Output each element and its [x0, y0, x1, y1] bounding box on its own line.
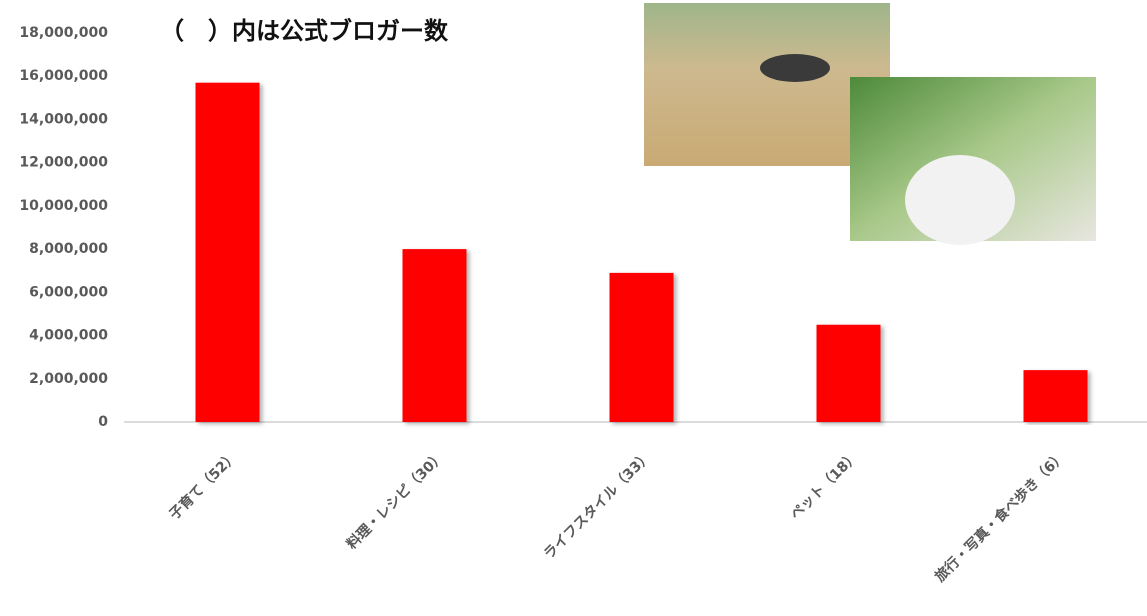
x-tick-label: 旅行・写真・食べ歩き（6）: [931, 448, 1069, 586]
photo-dog: [644, 3, 890, 166]
annotation: （ ）内は公式ブロガー数: [160, 17, 449, 45]
photo-detail: [905, 155, 1015, 245]
y-tick-label: 2,000,000: [29, 371, 108, 387]
y-tick-label: 10,000,000: [19, 198, 108, 214]
bar: [1023, 370, 1088, 422]
y-tick-label: 0: [98, 414, 108, 430]
bar: [609, 272, 674, 422]
photo-detail: [760, 54, 830, 82]
y-tick-label: 14,000,000: [19, 111, 108, 127]
x-tick-label: ペット（18）: [788, 448, 863, 523]
x-tick-label: ライフスタイル（33）: [541, 448, 655, 562]
x-tick-label: 料理・レシピ（30）: [343, 448, 448, 553]
bar: [816, 324, 881, 422]
y-tick-label: 16,000,000: [19, 68, 108, 84]
y-tick-label: 4,000,000: [29, 328, 108, 344]
y-tick-label: 12,000,000: [19, 155, 108, 171]
y-tick-label: 18,000,000: [19, 25, 108, 41]
y-tick-label: 8,000,000: [29, 241, 108, 257]
y-tick-label: 6,000,000: [29, 284, 108, 300]
x-tick-label: 子育て（52）: [166, 448, 241, 523]
bar: [402, 249, 467, 422]
bar: [195, 82, 260, 422]
